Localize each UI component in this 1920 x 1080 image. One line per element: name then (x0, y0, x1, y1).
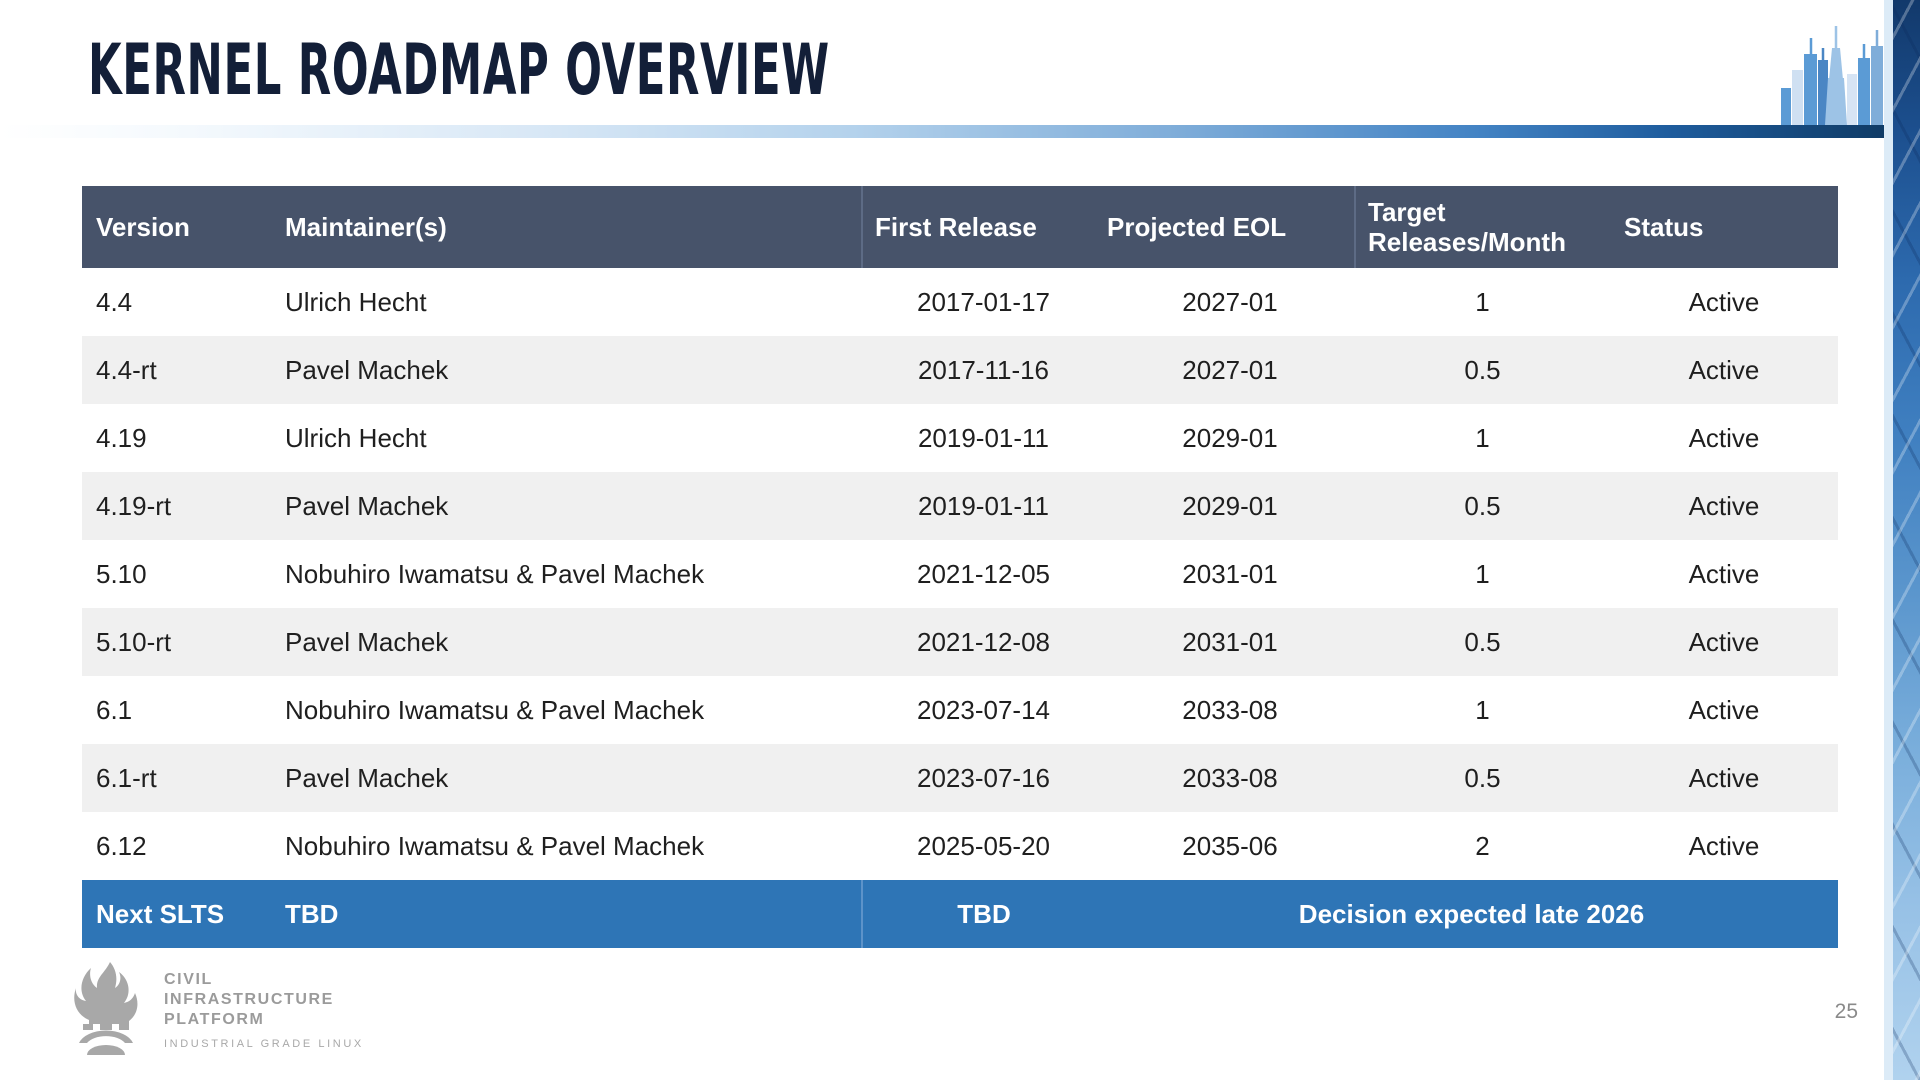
table-row: 5.10-rt Pavel Machek 2021-12-08 2031-01 … (82, 608, 1838, 676)
cell-maintainers: Ulrich Hecht (285, 423, 427, 453)
table-row: 4.19 Ulrich Hecht 2019-01-11 2029-01 1 A… (82, 404, 1838, 472)
kernel-roadmap-table: Version Maintainer(s) First Release Proj… (82, 186, 1838, 948)
cell-maintainers: TBD (283, 880, 863, 948)
cell-version: 6.1 (96, 695, 133, 725)
cell-target-releases: 2 (1475, 831, 1490, 861)
header-status: Status (1610, 186, 1838, 268)
cell-maintainers: Pavel Machek (283, 608, 862, 676)
cell-status: Active (1688, 831, 1760, 861)
right-edge-photo-strip (1893, 0, 1920, 1080)
logo-line-3: PLATFORM (164, 1011, 265, 1028)
cell-target-releases: 1 (1475, 423, 1490, 453)
table-row: 4.4-rt Pavel Machek 2017-11-16 2027-01 0… (82, 336, 1838, 404)
city-skyline-icon (1781, 26, 1883, 125)
cell-projected-eol: 2031-01 (1182, 559, 1278, 589)
header-maintainers: Maintainer(s) (283, 186, 863, 268)
cell-target-releases: 1 (1475, 695, 1490, 725)
header-first-release: First Release (862, 186, 1105, 268)
cell-status: Active (1610, 472, 1838, 540)
cell-first-release: 2021-12-05 (917, 559, 1050, 589)
cell-status: Active (1688, 287, 1760, 317)
cip-logo: CIVIL INFRASTRUCTURE PLATFORM INDUSTRIAL… (74, 960, 404, 1070)
cell-target-releases: 0.5 (1355, 744, 1610, 812)
cell-status: Active (1610, 336, 1838, 404)
cell-projected-eol: 2027-01 (1105, 336, 1355, 404)
cell-maintainers: Pavel Machek (283, 744, 862, 812)
cell-first-release: 2023-07-16 (862, 744, 1105, 812)
cell-target-releases: 0.5 (1355, 608, 1610, 676)
table-row: 5.10 Nobuhiro Iwamatsu & Pavel Machek 20… (82, 540, 1838, 608)
logo-line-1: CIVIL (164, 971, 213, 988)
cell-version: 5.10 (96, 559, 147, 589)
cell-version: Next SLTS (82, 880, 283, 948)
cell-status: Active (1610, 744, 1838, 812)
cell-projected-eol: 2031-01 (1105, 608, 1355, 676)
cell-first-release: 2023-07-14 (917, 695, 1050, 725)
cell-version: 6.12 (96, 831, 147, 861)
cell-version: 6.1-rt (82, 744, 283, 812)
cell-first-release: 2019-01-11 (862, 472, 1105, 540)
table-header-row: Version Maintainer(s) First Release Proj… (82, 186, 1838, 268)
page-number: 25 (1834, 1000, 1858, 1023)
table-row: 4.19-rt Pavel Machek 2019-01-11 2029-01 … (82, 472, 1838, 540)
page-title: KERNEL ROADMAP OVERVIEW (88, 30, 1284, 110)
cell-first-release: TBD (862, 880, 1105, 948)
cell-target-releases: 0.5 (1355, 336, 1610, 404)
cell-decision-note: Decision expected late 2026 (1105, 880, 1838, 948)
cell-maintainers: Nobuhiro Iwamatsu & Pavel Machek (285, 559, 705, 589)
table-row: 4.4 Ulrich Hecht 2017-01-17 2027-01 1 Ac… (82, 268, 1838, 336)
cell-version: 4.19-rt (82, 472, 283, 540)
cell-projected-eol: 2029-01 (1105, 472, 1355, 540)
cell-status: Active (1688, 423, 1760, 453)
logo-line-2: INFRASTRUCTURE (164, 991, 334, 1008)
cell-maintainers: Nobuhiro Iwamatsu & Pavel Machek (285, 831, 705, 861)
cell-version: 5.10-rt (82, 608, 283, 676)
cell-first-release: 2017-01-17 (917, 287, 1050, 317)
cell-projected-eol: 2035-06 (1182, 831, 1278, 861)
cell-projected-eol: 2027-01 (1182, 287, 1278, 317)
page-title-text: KERNEL ROADMAP OVERVIEW (88, 29, 830, 111)
cell-status: Active (1688, 695, 1760, 725)
header-projected-eol: Projected EOL (1105, 186, 1356, 268)
cip-flame-icon (74, 962, 138, 1055)
cell-first-release: 2021-12-08 (862, 608, 1105, 676)
title-underline-gradient (0, 125, 1893, 138)
cell-target-releases: 1 (1475, 559, 1490, 589)
logo-tagline: INDUSTRIAL GRADE LINUX (164, 1038, 364, 1050)
table-row: 6.1-rt Pavel Machek 2023-07-16 2033-08 0… (82, 744, 1838, 812)
cell-target-releases: 0.5 (1355, 472, 1610, 540)
cell-version: 4.4-rt (82, 336, 283, 404)
cell-first-release: 2019-01-11 (917, 423, 1050, 453)
cip-logo-text: CIVIL INFRASTRUCTURE PLATFORM INDUSTRIAL… (164, 970, 364, 1050)
cell-maintainers: Pavel Machek (283, 336, 862, 404)
next-slts-row: Next SLTS TBD TBD Decision expected late… (82, 880, 1838, 948)
header-target-releases: Target Releases/Month (1355, 186, 1610, 268)
table-row: 6.12 Nobuhiro Iwamatsu & Pavel Machek 20… (82, 812, 1838, 880)
cell-status: Active (1688, 559, 1760, 589)
cell-version: 4.4 (96, 287, 133, 317)
header-version: Version (82, 186, 283, 268)
table-row: 6.1 Nobuhiro Iwamatsu & Pavel Machek 202… (82, 676, 1838, 744)
cell-maintainers: Nobuhiro Iwamatsu & Pavel Machek (285, 695, 705, 725)
cell-projected-eol: 2033-08 (1182, 695, 1278, 725)
cell-projected-eol: 2033-08 (1105, 744, 1355, 812)
cell-first-release: 2025-05-20 (917, 831, 1050, 861)
cell-maintainers: Ulrich Hecht (285, 287, 427, 317)
cell-version: 4.19 (96, 423, 147, 453)
cell-maintainers: Pavel Machek (283, 472, 862, 540)
cell-target-releases: 1 (1475, 287, 1490, 317)
cell-first-release: 2017-11-16 (862, 336, 1105, 404)
cell-projected-eol: 2029-01 (1182, 423, 1278, 453)
cell-status: Active (1610, 608, 1838, 676)
right-edge-pale-strip (1884, 0, 1893, 1080)
